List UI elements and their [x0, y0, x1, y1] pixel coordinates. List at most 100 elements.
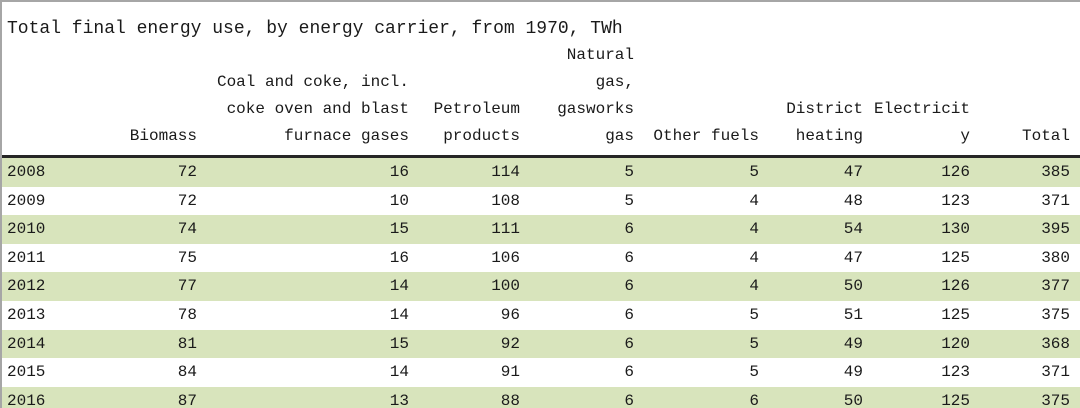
table-row-2013: 2013 78 14 96 6 5 51 125 375 — [2, 301, 1080, 330]
table-row-2015: 2015 84 14 91 6 5 49 123 371 — [2, 358, 1080, 387]
value-cell-electricity: 120 — [941, 334, 970, 353]
value-cell-district: 51 — [843, 305, 863, 324]
value-cell-total: 368 — [1041, 334, 1070, 353]
value-cell-biomass: 75 — [177, 248, 197, 267]
value-cell-total: 395 — [1041, 220, 1070, 239]
value-cell-other-fuels: 5 — [749, 305, 759, 324]
value-cell-district: 47 — [843, 248, 863, 267]
year-cell: 2011 — [7, 248, 46, 267]
year-cell: 2013 — [7, 305, 46, 324]
value-cell-petroleum: 92 — [500, 334, 520, 353]
value-cell-coal: 13 — [389, 391, 409, 408]
year-cell: 2016 — [7, 391, 46, 408]
value-cell-natural-gas: 5 — [624, 163, 634, 181]
value-cell-natural-gas: 6 — [624, 363, 634, 382]
value-cell-biomass: 84 — [177, 363, 197, 382]
value-cell-biomass: 81 — [177, 334, 197, 353]
table-row-2010: 2010 74 15 111 6 4 54 130 395 — [2, 215, 1080, 244]
value-cell-biomass: 87 — [177, 391, 197, 408]
value-cell-petroleum: 114 — [491, 163, 520, 181]
value-cell-biomass: 77 — [177, 277, 197, 296]
value-cell-coal: 14 — [389, 305, 409, 324]
year-cell: 2015 — [7, 363, 46, 382]
year-cell: 2009 — [7, 191, 46, 210]
value-cell-total: 385 — [1041, 163, 1070, 181]
value-cell-coal: 16 — [389, 163, 409, 181]
value-cell-district: 50 — [843, 391, 863, 408]
value-cell-coal: 14 — [389, 363, 409, 382]
value-cell-biomass: 72 — [177, 163, 197, 181]
value-cell-electricity: 126 — [941, 277, 970, 296]
year-cell: 2010 — [7, 220, 46, 239]
value-cell-coal: 10 — [389, 191, 409, 210]
table-row-2012: 2012 77 14 100 6 4 50 126 377 — [2, 272, 1080, 301]
column-header-other-fuels: Other fuels — [644, 42, 769, 158]
value-cell-petroleum: 91 — [500, 363, 520, 382]
value-cell-total: 371 — [1041, 363, 1070, 382]
value-cell-district: 49 — [843, 334, 863, 353]
value-cell-natural-gas: 6 — [624, 248, 634, 267]
value-cell-district: 50 — [843, 277, 863, 296]
column-header-biomass: Biomass — [102, 42, 207, 158]
value-cell-coal: 16 — [389, 248, 409, 267]
value-cell-natural-gas: 6 — [624, 334, 634, 353]
year-cell: 2008 — [7, 163, 46, 181]
value-cell-other-fuels: 4 — [749, 220, 759, 239]
value-cell-biomass: 78 — [177, 305, 197, 324]
value-cell-district: 48 — [843, 191, 863, 210]
value-cell-petroleum: 111 — [491, 220, 520, 239]
column-header-petroleum: Petroleum products — [419, 42, 530, 158]
value-cell-natural-gas: 6 — [624, 220, 634, 239]
column-header-electricity: Electricit y — [873, 42, 980, 158]
value-cell-biomass: 72 — [177, 191, 197, 210]
value-cell-district: 49 — [843, 363, 863, 382]
value-cell-total: 380 — [1041, 248, 1070, 267]
energy-use-table: Biomass Coal and coke, incl. coke oven an… — [2, 42, 1080, 408]
value-cell-electricity: 123 — [941, 363, 970, 382]
table-header: Biomass Coal and coke, incl. coke oven an… — [2, 42, 1080, 158]
column-header-total: Total — [980, 42, 1080, 158]
value-cell-petroleum: 96 — [500, 305, 520, 324]
table-row-2016: 2016 87 13 88 6 6 50 125 375 — [2, 386, 1080, 408]
value-cell-other-fuels: 4 — [749, 248, 759, 267]
value-cell-total: 375 — [1041, 391, 1070, 408]
value-cell-coal: 15 — [389, 220, 409, 239]
value-cell-other-fuels: 4 — [749, 191, 759, 210]
value-cell-electricity: 123 — [941, 191, 970, 210]
value-cell-petroleum: 100 — [491, 277, 520, 296]
value-cell-other-fuels: 6 — [749, 391, 759, 408]
value-cell-electricity: 125 — [941, 305, 970, 324]
column-header-coal: Coal and coke, incl. coke oven and blast… — [207, 42, 419, 158]
value-cell-total: 375 — [1041, 305, 1070, 324]
value-cell-natural-gas: 6 — [624, 391, 634, 408]
value-cell-district: 54 — [843, 220, 863, 239]
header-row: Biomass Coal and coke, incl. coke oven an… — [2, 42, 1080, 158]
value-cell-petroleum: 108 — [491, 191, 520, 210]
table-title: Total final energy use, by energy carrie… — [7, 19, 623, 39]
year-cell: 2014 — [7, 334, 46, 353]
table-row-2009: 2009 72 10 108 5 4 48 123 371 — [2, 187, 1080, 216]
value-cell-total: 377 — [1041, 277, 1070, 296]
year-cell: 2012 — [7, 277, 46, 296]
table-row-2008: 2008 72 16 114 5 5 47 126 385 — [2, 156, 1080, 187]
column-header-year — [2, 42, 102, 158]
value-cell-natural-gas: 5 — [624, 191, 634, 210]
column-header-district: District heating — [769, 42, 873, 158]
value-cell-other-fuels: 5 — [749, 334, 759, 353]
value-cell-other-fuels: 4 — [749, 277, 759, 296]
value-cell-petroleum: 106 — [491, 248, 520, 267]
value-cell-electricity: 126 — [941, 163, 970, 181]
value-cell-natural-gas: 6 — [624, 305, 634, 324]
value-cell-petroleum: 88 — [500, 391, 520, 408]
value-cell-electricity: 125 — [941, 248, 970, 267]
value-cell-total: 371 — [1041, 191, 1070, 210]
table-body: 2008 72 16 114 5 5 47 126 385 2009 72 10 108 5 4 48 123 3… — [2, 156, 1080, 408]
value-cell-other-fuels: 5 — [749, 163, 759, 181]
value-cell-district: 47 — [843, 163, 863, 181]
value-cell-electricity: 125 — [941, 391, 970, 408]
column-header-natural-gas: Natural gas, gasworks gas — [530, 42, 644, 158]
value-cell-natural-gas: 6 — [624, 277, 634, 296]
value-cell-electricity: 130 — [941, 220, 970, 239]
value-cell-biomass: 74 — [177, 220, 197, 239]
